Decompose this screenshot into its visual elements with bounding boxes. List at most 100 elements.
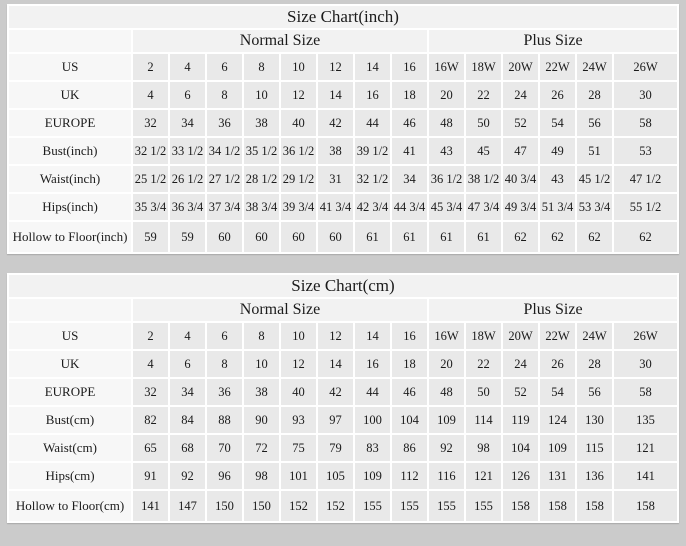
table-cell: 36 1/2 [429, 166, 464, 192]
table-cell: 2 [133, 54, 168, 80]
group-header-normal-size: Normal Size [133, 30, 427, 52]
table-cell: 12 [281, 82, 316, 108]
table-cell: 92 [429, 435, 464, 461]
table-cell: 35 1/2 [244, 138, 279, 164]
table-cell: 49 [540, 138, 575, 164]
table-row: UK 4 6 8 10 12 14 16 18 20 22 24 26 28 30 [9, 351, 677, 377]
table-cell: 62 [540, 222, 575, 252]
table-cell: 30 [614, 82, 677, 108]
table-cell: 18W [466, 323, 501, 349]
table-cell: 121 [466, 463, 501, 489]
table-cell: 4 [170, 54, 205, 80]
table-cell: 10 [244, 82, 279, 108]
table-cell: 158 [577, 491, 612, 521]
table-cell: 68 [170, 435, 205, 461]
table-cell: 42 [318, 110, 353, 136]
table-cell: 32 1/2 [355, 166, 390, 192]
table-cell: 18W [466, 54, 501, 80]
table-cell: 155 [429, 491, 464, 521]
table-cell: 59 [133, 222, 168, 252]
table-cell: 33 1/2 [170, 138, 205, 164]
table-cell: 10 [281, 323, 316, 349]
table-cell: 130 [577, 407, 612, 433]
table-cell: 104 [392, 407, 427, 433]
table-cell: 62 [614, 222, 677, 252]
table-row: Hips(inch) 35 3/4 36 3/4 37 3/4 38 3/4 39 3/4… [9, 194, 677, 220]
table-cell: 24W [577, 323, 612, 349]
table-cell: 82 [133, 407, 168, 433]
table-cell: 75 [281, 435, 316, 461]
group-header-plus-size: Plus Size [429, 299, 677, 321]
row-label: Hollow to Floor(cm) [9, 491, 131, 521]
table-cell: 83 [355, 435, 390, 461]
table-cell: 22 [466, 351, 501, 377]
table-cell: 88 [207, 407, 242, 433]
table-cell: 4 [133, 82, 168, 108]
table-cell: 36 3/4 [170, 194, 205, 220]
table-cell: 47 1/2 [614, 166, 677, 192]
table-cell: 45 3/4 [429, 194, 464, 220]
table-cell: 28 [577, 82, 612, 108]
table-cell: 4 [170, 323, 205, 349]
table-cell: 24 [503, 351, 538, 377]
row-label: Bust(inch) [9, 138, 131, 164]
table-cell: 50 [466, 379, 501, 405]
row-label: EUROPE [9, 379, 131, 405]
table-cell: 6 [207, 54, 242, 80]
table-cell: 28 1/2 [244, 166, 279, 192]
table-cell: 25 1/2 [133, 166, 168, 192]
table-cell: 34 [170, 110, 205, 136]
table-cell: 115 [577, 435, 612, 461]
table-cell: 98 [244, 463, 279, 489]
table-cell: 44 [355, 110, 390, 136]
table-cell: 101 [281, 463, 316, 489]
table-cell: 86 [392, 435, 427, 461]
table-row: Waist(cm) 65 68 70 72 75 79 83 86 92 98 104 109 115 12… [9, 435, 677, 461]
table-cell: 8 [207, 82, 242, 108]
table-cell: 37 3/4 [207, 194, 242, 220]
table-cell: 47 [503, 138, 538, 164]
table-cell: 26 [540, 351, 575, 377]
table-cell: 18 [392, 351, 427, 377]
corner-cell [9, 299, 131, 321]
table-cell: 22 [466, 82, 501, 108]
table-cell: 46 [392, 110, 427, 136]
table-cell: 60 [281, 222, 316, 252]
table-cell: 45 1/2 [577, 166, 612, 192]
table-cell: 6 [170, 351, 205, 377]
table-cell: 16W [429, 323, 464, 349]
table-cell: 61 [429, 222, 464, 252]
table-cell: 59 [170, 222, 205, 252]
table-row: Hollow to Floor(cm) 141 147 150 150 152 152 155… [9, 491, 677, 521]
table-cell: 53 [614, 138, 677, 164]
table-cell: 12 [281, 351, 316, 377]
table-cell: 31 [318, 166, 353, 192]
table-cell: 34 [392, 166, 427, 192]
table-row: UK 4 6 8 10 12 14 16 18 20 22 24 26 28 30 [9, 82, 677, 108]
table-cell: 53 3/4 [577, 194, 612, 220]
table-cell: 56 [577, 110, 612, 136]
table-cell: 40 [281, 110, 316, 136]
group-header-plus-size: Plus Size [429, 30, 677, 52]
table-cell: 35 3/4 [133, 194, 168, 220]
table-cell: 20W [503, 54, 538, 80]
table-cell: 54 [540, 110, 575, 136]
table-row: EUROPE 32 34 36 38 40 42 44 46 48 50 52 54 56 58 [9, 379, 677, 405]
table-cell: 2 [133, 323, 168, 349]
table-cell: 45 [466, 138, 501, 164]
table-cell: 6 [170, 82, 205, 108]
table-cell: 70 [207, 435, 242, 461]
table-cell: 90 [244, 407, 279, 433]
table-cell: 79 [318, 435, 353, 461]
table-cell: 48 [429, 379, 464, 405]
table-cell: 34 [170, 379, 205, 405]
group-header-row: Normal Size Plus Size [9, 30, 677, 52]
table-body: US 2 4 6 8 10 12 14 16 16W 18W 20W 22W 24W 26W UK 4 6 8 10 1… [9, 323, 677, 521]
table-cell: 54 [540, 379, 575, 405]
table-cell: 34 1/2 [207, 138, 242, 164]
table-cell: 91 [133, 463, 168, 489]
table-cell: 65 [133, 435, 168, 461]
table-cell: 28 [577, 351, 612, 377]
table-cell: 38 [244, 379, 279, 405]
